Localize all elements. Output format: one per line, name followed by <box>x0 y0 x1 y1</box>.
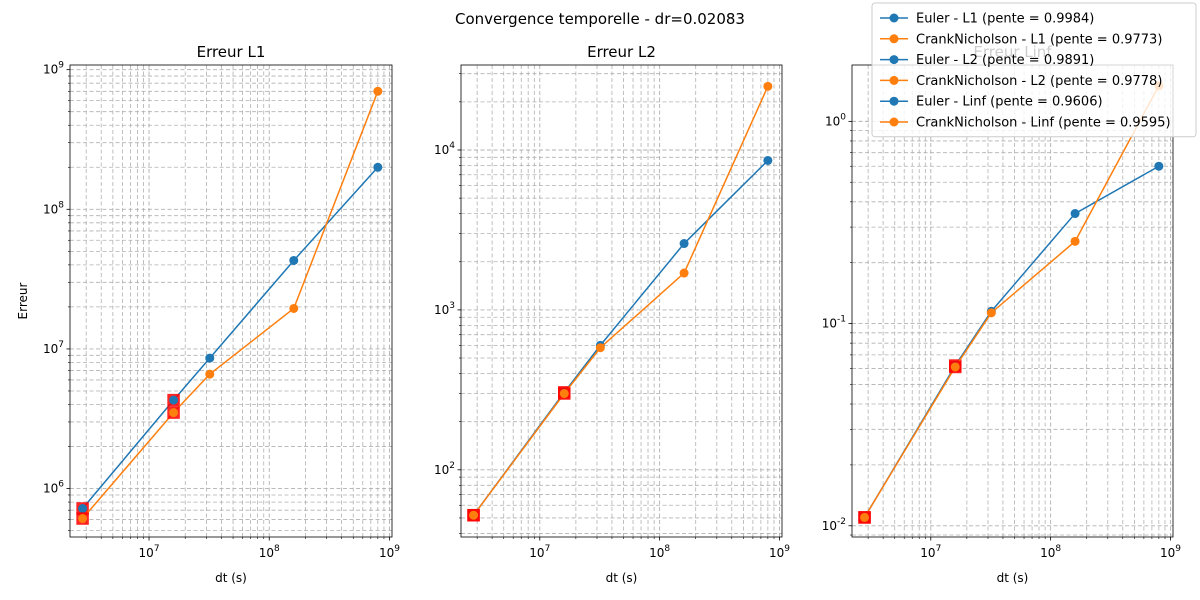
axes-frame <box>460 64 783 538</box>
legend-entry: CrankNicholson - L1 (pente = 0.9773) <box>880 32 1162 47</box>
legend-entry: Euler - L1 (pente = 0.9984) <box>880 12 1094 27</box>
x-axis-label: dt (s) <box>215 571 247 585</box>
x-tick-label: 107 <box>139 544 160 560</box>
legend-entry: Euler - L2 (pente = 0.9891) <box>880 53 1094 68</box>
data-point <box>169 408 179 418</box>
series-line <box>82 91 379 520</box>
legend-label: CrankNicholson - L2 (pente = 0.9778) <box>916 74 1162 89</box>
x-tick-label: 108 <box>649 544 670 560</box>
panel-title: Erreur L2 <box>587 43 656 61</box>
data-point <box>78 503 88 513</box>
y-tick-label: 100 <box>825 112 846 128</box>
x-tick-label: 107 <box>920 544 941 560</box>
legend-marker <box>889 117 899 127</box>
x-tick-label: 107 <box>529 544 550 560</box>
legend-label: CrankNicholson - L1 (pente = 0.9773) <box>916 32 1162 47</box>
x-tick-label: 109 <box>379 544 400 560</box>
legend-label: Euler - Linf (pente = 0.9606) <box>916 95 1103 110</box>
data-point <box>763 81 773 91</box>
data-point <box>986 308 996 318</box>
y-tick-label: 102 <box>434 461 455 477</box>
legend-marker <box>889 55 899 65</box>
data-point <box>1070 209 1080 219</box>
legend: Euler - L1 (pente = 0.9984) CrankNicholso… <box>871 2 1197 138</box>
panel-2: 107 108 109 102 103 104 Erreur L2 dt (s) <box>434 43 790 585</box>
data-point <box>559 389 569 399</box>
x-tick-label: 109 <box>769 544 790 560</box>
axes-frame <box>69 64 393 538</box>
legend-marker <box>889 34 899 44</box>
data-point <box>595 343 605 353</box>
legend-label: Euler - L2 (pente = 0.9891) <box>916 53 1094 68</box>
data-point <box>679 239 689 249</box>
data-point <box>169 395 179 405</box>
y-tick-label: 107 <box>43 340 64 356</box>
legend-label: CrankNicholson - Linf (pente = 0.9595) <box>916 116 1171 131</box>
data-point <box>205 369 215 379</box>
data-point <box>763 155 773 165</box>
data-point <box>469 510 479 520</box>
figure-suptitle: Convergence temporelle - dr=0.02083 <box>455 10 745 28</box>
data-point <box>289 255 299 265</box>
legend-marker <box>889 13 899 23</box>
data-point <box>289 303 299 313</box>
data-point <box>1070 236 1080 246</box>
data-point <box>205 353 215 363</box>
y-tick-label: 108 <box>43 200 64 216</box>
y-tick-label: 106 <box>43 480 64 496</box>
data-point <box>373 86 383 96</box>
x-axis-label: dt (s) <box>997 571 1029 585</box>
x-axis-label: dt (s) <box>606 571 638 585</box>
x-tick-label: 108 <box>259 544 280 560</box>
y-axis-label: Erreur <box>16 282 30 319</box>
x-tick-label: 108 <box>1040 544 1061 560</box>
legend-entry: CrankNicholson - L2 (pente = 0.9778) <box>880 74 1162 89</box>
legend-entry: Euler - Linf (pente = 0.9606) <box>880 95 1103 110</box>
data-point <box>860 512 870 522</box>
panel-1: 107 108 109 106 107 108 109 Erreur L1 dt (s) Erre… <box>16 43 400 585</box>
y-tick-label: 104 <box>434 141 455 157</box>
x-tick-label: 109 <box>1160 544 1181 560</box>
legend-entry: CrankNicholson - Linf (pente = 0.9595) <box>880 116 1171 131</box>
y-tick-label: 103 <box>434 301 455 317</box>
y-tick-label: 10-2 <box>822 517 846 533</box>
series-line <box>82 166 379 509</box>
y-tick-label: 10-1 <box>822 315 846 331</box>
data-point <box>373 162 383 172</box>
legend-marker <box>889 96 899 106</box>
legend-label: Euler - L1 (pente = 0.9984) <box>916 12 1094 27</box>
y-tick-label: 109 <box>43 61 64 77</box>
panel-title: Erreur L1 <box>197 43 266 61</box>
data-point <box>950 362 960 372</box>
legend-marker <box>889 75 899 85</box>
legend-frame <box>871 2 1197 138</box>
series-line <box>863 85 1160 518</box>
series-line <box>472 86 769 516</box>
data-point <box>679 268 689 278</box>
data-point <box>1154 161 1164 171</box>
data-point <box>78 514 88 524</box>
